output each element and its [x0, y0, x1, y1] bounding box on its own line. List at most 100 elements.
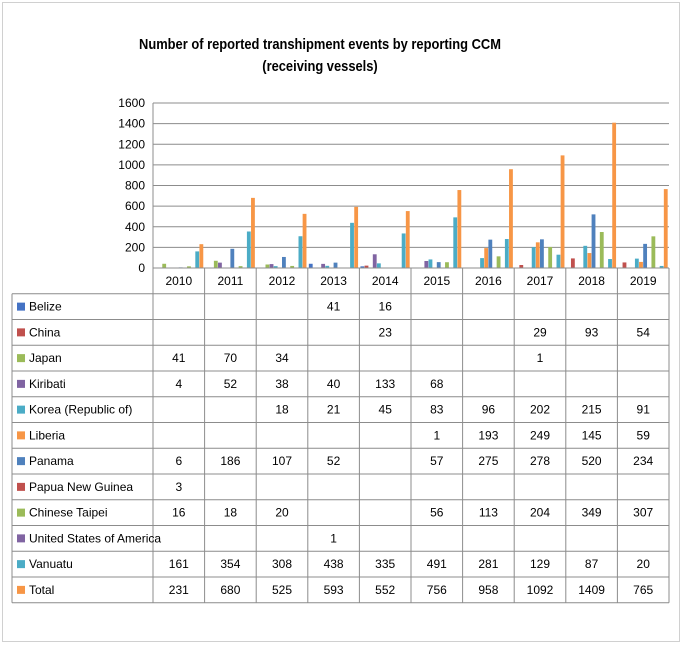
- data-label: 438: [324, 557, 344, 571]
- bar-total: [457, 190, 462, 268]
- legend-label: Vanuatu: [29, 557, 73, 571]
- bar-korea-republic-of-: [583, 245, 588, 268]
- bar-kiribati: [372, 254, 377, 268]
- data-label: 18: [275, 403, 289, 417]
- data-label: 83: [430, 403, 444, 417]
- data-label: 234: [633, 454, 653, 468]
- data-label: 335: [375, 557, 395, 571]
- legend-label: United States of America: [29, 531, 161, 545]
- data-label: 21: [327, 403, 341, 417]
- data-label: 29: [533, 325, 547, 339]
- data-label: 52: [224, 377, 238, 391]
- bar-korea-republic-of-: [273, 266, 278, 268]
- bar-vanuatu: [401, 233, 406, 268]
- bar-china: [364, 265, 369, 268]
- bar-vanuatu: [350, 222, 354, 268]
- bar-vanuatu: [504, 239, 509, 268]
- legend-label: Papua New Guinea: [29, 480, 133, 494]
- bar-panama: [540, 239, 544, 268]
- x-tick-label: 2014: [372, 274, 399, 288]
- bar-total: [405, 211, 410, 268]
- data-label: 756: [427, 583, 447, 597]
- data-label: 93: [585, 325, 599, 339]
- bar-liberia: [587, 253, 592, 268]
- data-label: 231: [169, 583, 189, 597]
- legend-label: Korea (Republic of): [29, 403, 132, 417]
- data-label: 525: [272, 583, 292, 597]
- bar-panama: [643, 243, 648, 268]
- bar-kiribati: [269, 264, 274, 268]
- data-label: 354: [220, 557, 240, 571]
- bar-liberia: [639, 261, 643, 268]
- legend-swatch: [17, 379, 25, 388]
- data-label: 349: [582, 506, 602, 520]
- bar-korea-republic-of-: [480, 258, 484, 268]
- data-label: 281: [478, 557, 498, 571]
- bar-korea-republic-of-: [325, 265, 330, 268]
- bar-total: [509, 169, 513, 268]
- data-label: 20: [275, 506, 289, 520]
- data-label: 593: [324, 583, 344, 597]
- data-label: 765: [633, 583, 653, 597]
- data-label: 57: [430, 454, 444, 468]
- legend-swatch: [17, 534, 25, 543]
- data-label: 278: [530, 454, 550, 468]
- data-label: 958: [478, 583, 498, 597]
- legend-swatch: [17, 302, 25, 311]
- legend-swatch: [17, 457, 25, 466]
- data-label: 680: [220, 583, 240, 597]
- data-label: 4: [175, 377, 182, 391]
- data-label: 41: [172, 351, 186, 365]
- bar-vanuatu: [556, 254, 561, 268]
- data-label: 16: [379, 300, 393, 314]
- bar-japan: [162, 263, 167, 268]
- data-label: 113: [479, 506, 498, 520]
- bar-total: [663, 189, 668, 268]
- data-label: 23: [379, 325, 393, 339]
- data-label: 308: [272, 557, 292, 571]
- data-label: 249: [530, 428, 550, 442]
- bar-kiribati: [218, 262, 222, 268]
- data-label: 161: [169, 557, 189, 571]
- bar-vanuatu: [298, 236, 303, 268]
- data-label: 56: [430, 506, 444, 520]
- data-label: 1: [330, 531, 337, 545]
- data-label: 275: [478, 454, 498, 468]
- data-label: 307: [633, 506, 653, 520]
- legend-label: Japan: [29, 351, 62, 365]
- y-tick-label: 1000: [118, 158, 145, 172]
- legend-label: Total: [29, 583, 54, 597]
- data-label: 186: [220, 454, 240, 468]
- bar-vanuatu: [659, 265, 664, 268]
- chart-subtitle: (receiving vessels): [262, 58, 378, 75]
- y-tick-label: 400: [125, 220, 145, 234]
- data-label: 1: [537, 351, 544, 365]
- data-label: 129: [530, 557, 550, 571]
- legend-label: Chinese Taipei: [29, 506, 108, 520]
- bar-total: [612, 122, 617, 269]
- data-label: 45: [379, 403, 393, 417]
- x-tick-label: 2012: [269, 274, 296, 288]
- bar-chinese-taipei: [651, 236, 656, 268]
- data-label: 68: [430, 377, 444, 391]
- bar-panama: [591, 214, 596, 268]
- bar-total: [560, 155, 565, 268]
- data-label: 38: [275, 377, 289, 391]
- legend-label: Kiribati: [29, 377, 66, 391]
- bar-total: [199, 244, 204, 268]
- data-label: 520: [582, 454, 602, 468]
- bar-total: [251, 197, 255, 268]
- legend-label: China: [29, 325, 61, 339]
- legend-swatch: [17, 560, 25, 569]
- bar-korea-republic-of-: [634, 258, 639, 268]
- y-tick-label: 800: [125, 179, 145, 193]
- data-label: 193: [478, 428, 498, 442]
- bar-korea-republic-of-: [531, 247, 536, 268]
- data-label: 34: [275, 351, 289, 365]
- x-tick-label: 2013: [320, 274, 347, 288]
- bar-panama: [333, 262, 338, 268]
- legend-label: Liberia: [29, 428, 65, 442]
- bar-panama: [282, 256, 286, 268]
- bar-vanuatu: [246, 231, 251, 268]
- bar-total: [354, 206, 359, 268]
